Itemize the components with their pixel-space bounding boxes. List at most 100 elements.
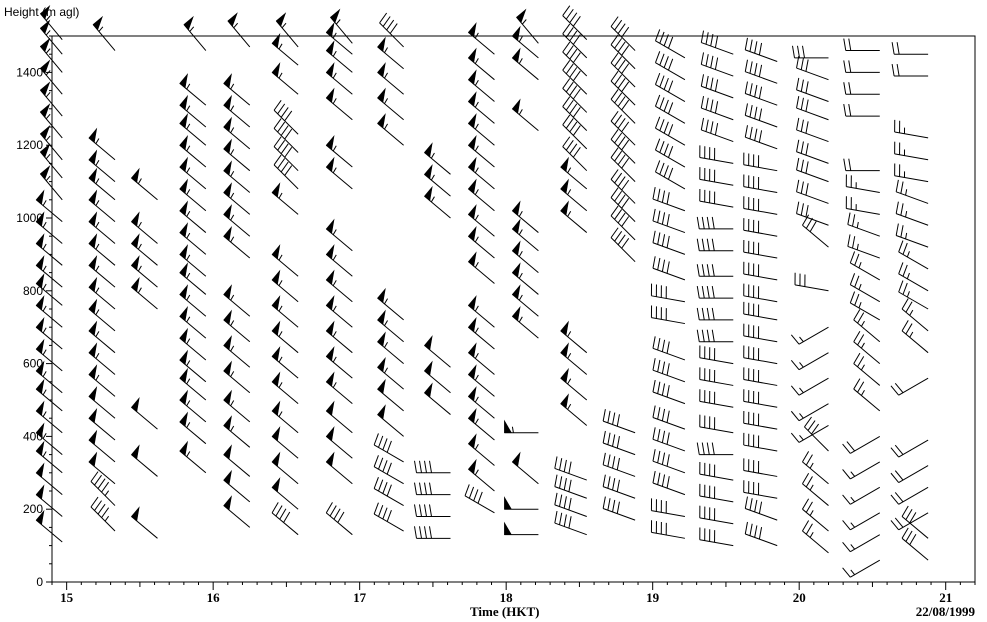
wind-barb xyxy=(610,129,636,164)
wind-barb xyxy=(610,70,636,106)
wind-barb xyxy=(35,211,63,244)
wind-barb xyxy=(845,174,880,194)
wind-barb xyxy=(700,52,734,77)
wind-barb xyxy=(853,352,881,386)
wind-barb xyxy=(373,476,404,506)
wind-barb xyxy=(88,364,116,397)
wind-barb xyxy=(373,502,404,532)
wind-barb xyxy=(467,251,495,284)
wind-barb xyxy=(179,200,207,233)
wind-barbs xyxy=(35,4,929,578)
wind-barb xyxy=(696,238,734,252)
wind-barb xyxy=(652,427,686,452)
plot-frame xyxy=(51,35,976,583)
wind-barb xyxy=(504,419,539,434)
wind-barb xyxy=(652,470,686,496)
wind-barb xyxy=(843,60,880,73)
wind-barb xyxy=(424,335,451,368)
wind-barb xyxy=(511,47,539,81)
wind-barb xyxy=(35,378,63,412)
wind-barb xyxy=(271,33,299,66)
wind-barb xyxy=(901,505,929,539)
wind-barb xyxy=(562,5,588,40)
wind-barb xyxy=(696,285,734,299)
wind-barb xyxy=(560,320,588,354)
wind-barb xyxy=(890,512,929,531)
wind-barb xyxy=(88,189,116,223)
wind-barb xyxy=(271,502,299,536)
wind-barb xyxy=(699,389,734,408)
wind-barb xyxy=(562,78,588,113)
wind-barb xyxy=(802,451,829,485)
wind-barb xyxy=(560,156,588,190)
wind-barb xyxy=(743,174,778,194)
wind-barb xyxy=(39,165,63,201)
wind-barb xyxy=(849,291,881,321)
wind-barb xyxy=(325,40,353,73)
wind-barb xyxy=(796,55,829,81)
wind-barb xyxy=(699,345,734,365)
wind-barb xyxy=(898,280,929,310)
wind-barb xyxy=(179,156,207,190)
wind-barb xyxy=(88,320,116,354)
wind-barb xyxy=(652,379,686,405)
wind-barb xyxy=(699,483,734,503)
wind-barb xyxy=(743,432,778,452)
wind-barb xyxy=(467,364,495,397)
y-tick-label: 200 xyxy=(23,502,43,516)
wind-barb xyxy=(325,244,353,277)
y-axis-label: Height (m agl) xyxy=(4,5,79,19)
wind-barb xyxy=(325,22,353,55)
wind-barb xyxy=(744,103,778,128)
wind-barb xyxy=(39,143,63,179)
wind-barb xyxy=(743,367,778,386)
y-tick-label: 600 xyxy=(23,357,43,371)
wind-barb xyxy=(743,345,778,365)
wind-barb xyxy=(88,149,116,182)
wind-barb xyxy=(650,305,686,325)
wind-barb xyxy=(88,298,116,332)
wind-barb xyxy=(373,455,404,485)
wind-barb xyxy=(699,189,734,208)
wind-barb xyxy=(39,37,63,73)
wind-barb xyxy=(743,480,778,499)
wind-barb xyxy=(223,160,251,193)
wind-barb xyxy=(610,205,636,241)
wind-barb xyxy=(467,295,495,328)
y-tick-label: 1400 xyxy=(16,65,43,79)
wind-barb xyxy=(802,520,829,554)
x-tick-label: 20 xyxy=(793,590,806,605)
wind-barb xyxy=(35,189,63,223)
wind-barb xyxy=(655,72,686,102)
wind-barb xyxy=(901,298,929,332)
wind-barb xyxy=(652,256,686,281)
wind-barb xyxy=(562,41,588,77)
wind-barb xyxy=(845,196,880,215)
wind-barb xyxy=(377,113,404,146)
wind-barb xyxy=(554,456,587,481)
wind-barb xyxy=(890,465,929,483)
wind-barb xyxy=(602,496,636,521)
wind-barb xyxy=(790,425,829,443)
wind-barb xyxy=(602,409,636,434)
wind-barb xyxy=(223,73,251,106)
wind-barb xyxy=(790,352,829,371)
wind-barb xyxy=(271,477,299,510)
wind-barb xyxy=(602,474,636,499)
wind-barb xyxy=(179,440,207,474)
wind-barb xyxy=(35,400,63,434)
wind-barb xyxy=(511,262,539,295)
wind-barb xyxy=(424,382,451,415)
wind-barb xyxy=(843,82,880,95)
wind-barb xyxy=(700,117,734,143)
wind-barb xyxy=(562,96,588,131)
wind-barb xyxy=(179,244,207,277)
wind-barb xyxy=(890,377,929,396)
wind-barb xyxy=(743,218,778,237)
wind-barb xyxy=(743,196,778,215)
wind-barb xyxy=(511,25,539,59)
wind-barb xyxy=(414,504,451,517)
wind-barb xyxy=(743,152,778,172)
wind-barb xyxy=(650,498,686,517)
